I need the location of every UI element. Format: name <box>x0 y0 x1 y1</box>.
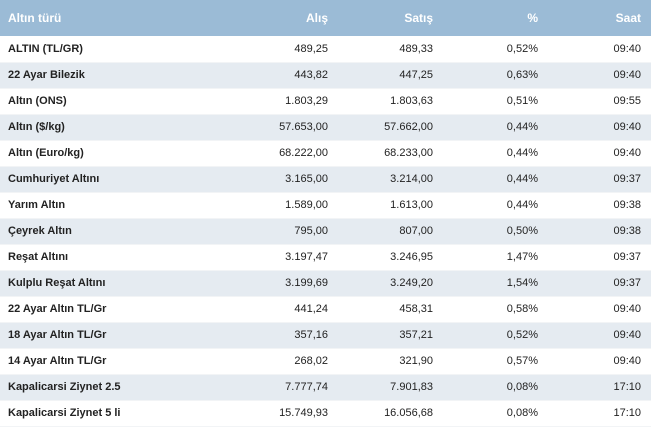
table-row[interactable]: Altın (ONS) 1.803,29 1.803,63 0,51% 09:55 <box>0 88 651 115</box>
gold-price-table: Altın türü Alış Satış % Saat ALTIN (TL/G… <box>0 0 651 427</box>
buy-price-cell: 489,25 <box>181 36 338 63</box>
table-row[interactable]: Altın ($/kg) 57.653,00 57.662,00 0,44% 09:40 <box>0 114 651 141</box>
buy-price-cell: 443,82 <box>181 62 338 89</box>
update-time-cell: 17:10 <box>548 374 651 401</box>
change-percent-cell: 0,08% <box>443 374 548 401</box>
table-row[interactable]: Reşat Altını 3.197,47 3.246,95 1,47% 09:37 <box>0 244 651 271</box>
sell-price-cell: 68.233,00 <box>338 140 443 167</box>
table-row[interactable]: 22 Ayar Bilezik 443,82 447,25 0,63% 09:40 <box>0 62 651 89</box>
buy-price-cell: 795,00 <box>181 218 338 245</box>
gold-type-cell[interactable]: 22 Ayar Bilezik <box>0 62 181 89</box>
table-row[interactable]: Yarım Altın 1.589,00 1.613,00 0,44% 09:38 <box>0 192 651 219</box>
sell-price-cell: 489,33 <box>338 36 443 63</box>
table-row[interactable]: ALTIN (TL/GR) 489,25 489,33 0,52% 09:40 <box>0 36 651 63</box>
table-row[interactable]: 22 Ayar Altın TL/Gr 441,24 458,31 0,58% 09:4… <box>0 296 651 323</box>
change-percent-cell: 0,08% <box>443 400 548 427</box>
gold-type-cell[interactable]: 18 Ayar Altın TL/Gr <box>0 322 181 349</box>
buy-price-cell: 441,24 <box>181 296 338 323</box>
header-buy[interactable]: Alış <box>305 11 328 25</box>
buy-price-cell: 3.197,47 <box>181 244 338 271</box>
update-time-cell: 09:40 <box>548 140 651 167</box>
sell-price-cell: 1.803,63 <box>338 88 443 115</box>
sell-price-cell: 3.249,20 <box>338 270 443 297</box>
sell-price-cell: 321,90 <box>338 348 443 375</box>
buy-price-cell: 68.222,00 <box>181 140 338 167</box>
header-time[interactable]: Saat <box>615 11 641 25</box>
buy-price-cell: 1.803,29 <box>181 88 338 115</box>
header-sell[interactable]: Satış <box>404 11 433 25</box>
change-percent-cell: 0,44% <box>443 166 548 193</box>
change-percent-cell: 0,58% <box>443 296 548 323</box>
update-time-cell: 09:37 <box>548 244 651 271</box>
table-row[interactable]: Cumhuriyet Altını 3.165,00 3.214,00 0,44% 09… <box>0 166 651 193</box>
gold-type-cell[interactable]: 14 Ayar Altın TL/Gr <box>0 348 181 375</box>
change-percent-cell: 0,52% <box>443 36 548 63</box>
header-change[interactable]: % <box>527 11 538 25</box>
gold-type-cell[interactable]: 22 Ayar Altın TL/Gr <box>0 296 181 323</box>
buy-price-cell: 3.199,69 <box>181 270 338 297</box>
sell-price-cell: 458,31 <box>338 296 443 323</box>
change-percent-cell: 0,44% <box>443 192 548 219</box>
sell-price-cell: 16.056,68 <box>338 400 443 427</box>
update-time-cell: 09:38 <box>548 192 651 219</box>
change-percent-cell: 1,54% <box>443 270 548 297</box>
sell-price-cell: 7.901,83 <box>338 374 443 401</box>
update-time-cell: 09:38 <box>548 218 651 245</box>
change-percent-cell: 0,51% <box>443 88 548 115</box>
buy-price-cell: 3.165,00 <box>181 166 338 193</box>
update-time-cell: 09:37 <box>548 270 651 297</box>
change-percent-cell: 0,50% <box>443 218 548 245</box>
sell-price-cell: 3.246,95 <box>338 244 443 271</box>
change-percent-cell: 1,47% <box>443 244 548 271</box>
change-percent-cell: 0,44% <box>443 140 548 167</box>
change-percent-cell: 0,57% <box>443 348 548 375</box>
table-row[interactable]: Kapalicarsi Ziynet 5 li 15.749,93 16.056,6… <box>0 400 651 427</box>
update-time-cell: 09:40 <box>548 114 651 141</box>
header-row: Altın türü Alış Satış % Saat <box>0 0 651 36</box>
gold-type-cell[interactable]: Çeyrek Altın <box>0 218 181 245</box>
update-time-cell: 09:37 <box>548 166 651 193</box>
table-row[interactable]: Kapalicarsi Ziynet 2.5 7.777,74 7.901,83 0,… <box>0 374 651 401</box>
buy-price-cell: 7.777,74 <box>181 374 338 401</box>
change-percent-cell: 0,63% <box>443 62 548 89</box>
header-gold-type[interactable]: Altın türü <box>8 11 62 25</box>
table-row[interactable]: Altın (Euro/kg) 68.222,00 68.233,00 0,44% 09… <box>0 140 651 167</box>
update-time-cell: 09:55 <box>548 88 651 115</box>
buy-price-cell: 57.653,00 <box>181 114 338 141</box>
buy-price-cell: 357,16 <box>181 322 338 349</box>
update-time-cell: 17:10 <box>548 400 651 427</box>
sell-price-cell: 1.613,00 <box>338 192 443 219</box>
gold-type-cell[interactable]: Kapalicarsi Ziynet 5 li <box>0 400 181 427</box>
sell-price-cell: 357,21 <box>338 322 443 349</box>
update-time-cell: 09:40 <box>548 322 651 349</box>
gold-type-cell[interactable]: Kapalicarsi Ziynet 2.5 <box>0 374 181 401</box>
table-row[interactable]: 18 Ayar Altın TL/Gr 357,16 357,21 0,52% 09:4… <box>0 322 651 349</box>
gold-type-cell[interactable]: ALTIN (TL/GR) <box>0 36 181 63</box>
table-body: ALTIN (TL/GR) 489,25 489,33 0,52% 09:40 22 Ay… <box>0 36 651 427</box>
update-time-cell: 09:40 <box>548 62 651 89</box>
sell-price-cell: 447,25 <box>338 62 443 89</box>
gold-type-cell[interactable]: Reşat Altını <box>0 244 181 271</box>
change-percent-cell: 0,44% <box>443 114 548 141</box>
sell-price-cell: 807,00 <box>338 218 443 245</box>
table-header: Altın türü Alış Satış % Saat <box>0 0 651 36</box>
change-percent-cell: 0,52% <box>443 322 548 349</box>
gold-type-cell[interactable]: Altın (Euro/kg) <box>0 140 181 167</box>
update-time-cell: 09:40 <box>548 348 651 375</box>
gold-type-cell[interactable]: Altın (ONS) <box>0 88 181 115</box>
update-time-cell: 09:40 <box>548 296 651 323</box>
buy-price-cell: 1.589,00 <box>181 192 338 219</box>
table-row[interactable]: 14 Ayar Altın TL/Gr 268,02 321,90 0,57% 09:4… <box>0 348 651 375</box>
buy-price-cell: 15.749,93 <box>181 400 338 427</box>
sell-price-cell: 3.214,00 <box>338 166 443 193</box>
update-time-cell: 09:40 <box>548 36 651 63</box>
gold-type-cell[interactable]: Yarım Altın <box>0 192 181 219</box>
table-row[interactable]: Kulplu Reşat Altını 3.199,69 3.249,20 1,54%… <box>0 270 651 297</box>
sell-price-cell: 57.662,00 <box>338 114 443 141</box>
gold-type-cell[interactable]: Cumhuriyet Altını <box>0 166 181 193</box>
gold-type-cell[interactable]: Kulplu Reşat Altını <box>0 270 181 297</box>
table-row[interactable]: Çeyrek Altın 795,00 807,00 0,50% 09:38 <box>0 218 651 245</box>
buy-price-cell: 268,02 <box>181 348 338 375</box>
gold-type-cell[interactable]: Altın ($/kg) <box>0 114 181 141</box>
